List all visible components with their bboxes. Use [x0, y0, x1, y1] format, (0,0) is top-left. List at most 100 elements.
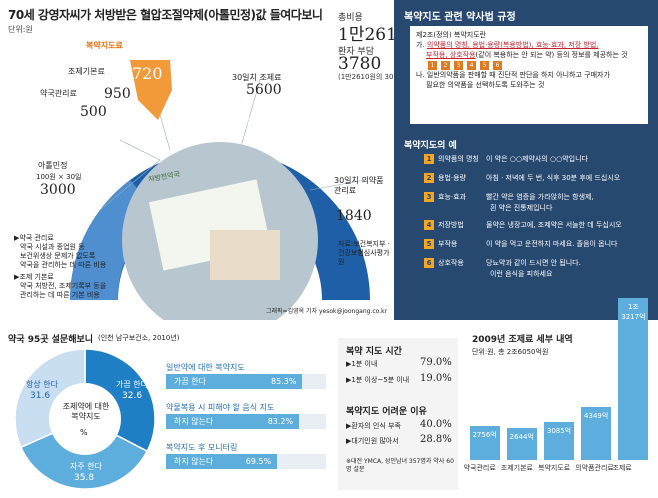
difficulty-row-0-label: ▶환자의 인식 부족 [346, 422, 401, 430]
law-num-3: 3 [454, 61, 463, 70]
example-text: 이런 음식을 피하세요 [490, 270, 553, 278]
chart-bar-1 [506, 427, 537, 460]
survey-title: 약국 95곳 설문해보니 [8, 335, 94, 345]
bar-fill-0: 가끔 한다 85.3% [166, 374, 303, 389]
patient-label: 환자 부담 [338, 47, 374, 57]
time-box [338, 338, 458, 490]
chart-category-3: 의약품관리료 [575, 464, 614, 472]
patient-note: (1만2610원의 30%) [338, 73, 403, 81]
bar-value-2: 69.5% [245, 457, 272, 466]
unit-label: 단위:원 [8, 25, 33, 34]
bar-fill-1: 하지 않는다 83.2% [166, 414, 300, 429]
example-text: 아침 · 저녁에 두 번, 식후 30분 후에 드십시오 [486, 174, 621, 182]
chart-title: 2009년 조제료 세부 내역 [472, 335, 573, 345]
fan-value-0: 720 [132, 64, 163, 83]
note-base-line-1: 관리하는 데 따른 기본 비용 [20, 291, 100, 299]
chart-value-label-4: 1조 3217억 [621, 303, 646, 321]
note-pharmacy-title: ▶약국 관리료 [14, 234, 54, 242]
example-name: 상호작용 [438, 259, 464, 267]
example-badge: 2 [424, 173, 434, 183]
example-row-4: 4 저장방법 물약은 냉장고에, 조제약은 서늘한 데 두십시오 [424, 220, 622, 230]
chart-category-4: 조제료 [612, 464, 632, 472]
fan-label-3: 아톨민정 [38, 161, 68, 170]
bar-label-1: 하지 않는다 [174, 417, 214, 426]
example-text: 물약은 냉장고에, 조제약은 서늘한 데 두십시오 [486, 221, 622, 229]
fan-value-5: 1840 [336, 208, 372, 224]
bar-title-1: 약물복용 시 피해야 할 음식 지도 [166, 403, 275, 412]
chart-category-0: 약국관리료 [463, 464, 496, 472]
chart-value-label-1: 2644억 [509, 432, 534, 441]
example-text: 흰 약은 진통제입니다 [490, 204, 553, 212]
fan-label-1: 조제기본료 [68, 67, 105, 76]
example-text: 빨간 약은 염증을 가라앉히는 항생제, [486, 193, 594, 201]
example-row-5: 5 부작용 이 약을 먹고 운전하지 마세요. 졸음이 옵니다 [424, 239, 618, 249]
example-name: 부작용 [438, 240, 458, 248]
fan-sub-3: 100원 × 30일 [36, 173, 82, 181]
law-line-a: 의약품의 명칭, 용법·용량(복용방법), 효능·효과, 저장 방법, [426, 41, 599, 49]
bar-label-0: 가끔 한다 [174, 377, 206, 386]
fan-value-4: 5600 [246, 82, 282, 98]
note-pharmacy-line-2: 약국을 관리하는 데 따른 비용 [20, 261, 107, 269]
example-row-2b: 흰 약은 진통제입니다 [424, 203, 552, 213]
pie-label-2: 항상 한다 [26, 380, 58, 389]
example-row-2: 3 효능·효과 빨간 약은 염증을 가라앉히는 항생제, [424, 192, 594, 202]
bar-value-1: 83.2% [267, 417, 294, 426]
chart-category-1: 조제기본료 [500, 464, 533, 472]
example-badge: 4 [424, 220, 434, 230]
difficulty-row-1-value: 28.8% [420, 434, 452, 445]
hand-shape [210, 230, 280, 280]
pie-unit: % [80, 428, 88, 437]
bar-value-0: 85.3% [271, 377, 297, 386]
pie-label-1: 자주 한다 [70, 462, 102, 471]
example-name: 용법·용량 [438, 174, 466, 182]
main-title: 70세 강영자씨가 처방받은 혈압조절약제(아톨민정)값 들여다보니 [8, 8, 323, 22]
time-title: 복약 지도 시간 [346, 347, 402, 357]
time-row-1-label: ▶1분 이상~5분 이내 [346, 376, 410, 384]
time-row-0-value: 79.0% [420, 357, 452, 368]
chart-value-label-3: 4349억 [584, 411, 609, 420]
time-row-1-value: 19.0% [420, 373, 452, 384]
bar-label-2: 하지 않는다 [174, 457, 214, 466]
pie-hole [49, 383, 121, 455]
total-label: 총비용 [338, 13, 363, 23]
pie-label-0: 가끔 한다 [116, 380, 148, 389]
survey-note: (인천 남구보건소, 2010년) [98, 334, 180, 342]
chart-subtitle: 단위:원, 총 2조6050억원 [472, 348, 549, 356]
chart-bar-3 [581, 406, 612, 460]
note-base-line-0: 약국 처방전, 조제기록부 등을 [20, 282, 107, 290]
patient-value: 3780 [338, 54, 382, 74]
pie-center-label: 조제약에 대한 복약지도 [62, 402, 110, 421]
example-text: 이 약을 먹고 운전하지 마세요. 졸음이 옵니다 [486, 240, 618, 248]
note-pharmacy: ▶약국 관리료 약국 시설과 종업원 등 보건위생상 문제가 없도록 약국을 관… [14, 234, 106, 300]
example-row-6: 6 상호작용 당뇨약과 같이 드시면 안 됩니다. [424, 258, 581, 268]
total-value: 1만2610 [338, 25, 408, 45]
pie-value-2: 31.6 [30, 391, 51, 401]
law-num-4: 4 [467, 61, 476, 70]
pie-value-0: 32.6 [122, 391, 143, 401]
fan-diagram [70, 60, 370, 320]
example-text: 이 약은 ○○제약사의 ○○약입니다 [486, 155, 588, 163]
examples-title: 복약지도의 예 [404, 141, 457, 151]
survey-pie [14, 348, 156, 490]
fan-wedge-highlight [130, 60, 172, 120]
example-name: 의약품의 명칭 [438, 155, 479, 163]
law-line-b: 나. 일반의약품을 판매할 때 진단적 판단을 하지 아니하고 구매자가 [416, 71, 610, 79]
chart-bar-4 [618, 298, 649, 460]
pie-value-1: 35.8 [74, 473, 95, 483]
source-note: 자료:보건복지부 · 건강보험심사평가원 [338, 240, 390, 266]
law-num-2: 2 [441, 61, 450, 70]
example-badge: 1 [424, 154, 434, 164]
chart-bar-2 [544, 422, 574, 460]
law-box: 제2조(정의) 복약지도란 가. 의약품의 명칭, 용법·용량(복용방법), 효… [410, 26, 648, 124]
law-num-6: 6 [493, 61, 502, 70]
example-row-1: 2 용법·용량 아침 · 저녁에 두 번, 식후 30분 후에 드십시오 [424, 173, 620, 183]
bar-title-2: 복약지도 후 모니터링 [166, 443, 238, 452]
fan-label-4: 30일치 조제료 [232, 73, 282, 82]
bar-track-1: 하지 않는다 83.2% [166, 414, 326, 429]
bar-track-2: 하지 않는다 69.5% [166, 454, 326, 469]
credit: 그래픽=김영옥 기자 yesok@joongang.co.kr [266, 308, 388, 315]
bar-title-0: 일반약에 대한 복약지도 [166, 363, 245, 372]
bar-fill-2: 하지 않는다 69.5% [166, 454, 278, 469]
fan-label-5: 30일치 의약품 관리료 [334, 176, 384, 195]
law-title: 복약지도 관련 약사법 규정 [404, 12, 516, 23]
